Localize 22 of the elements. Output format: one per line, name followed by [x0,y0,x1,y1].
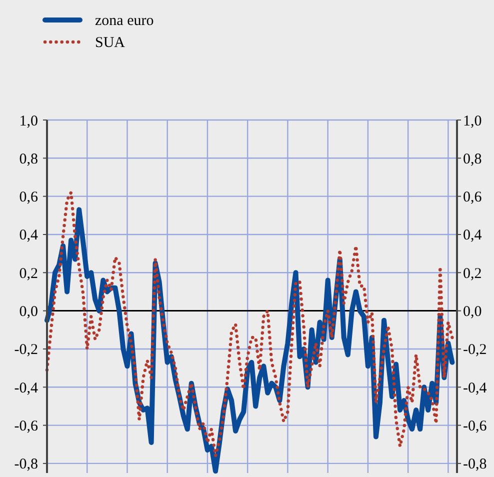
y2-tick-label: -0,4 [463,380,488,396]
y2-tick-label: 0,4 [463,228,482,244]
y-tick-label: -0,8 [14,456,38,473]
y2-tick-label: 1,0 [463,113,482,130]
y-tick-label: -0,4 [14,380,38,396]
y-tick-label: 1,0 [19,113,38,130]
y2-tick-label: 0,2 [463,266,482,282]
y2-tick-label: 0,6 [463,190,482,206]
y-tick-label: -0,2 [14,342,38,358]
y-tick-label: 0,6 [19,190,38,206]
y-tick-label: -0,6 [14,418,38,435]
y2-tick-label: 0,0 [463,304,482,320]
y-tick-label: 0,8 [19,151,38,168]
legend-label: SUA [95,35,126,51]
y2-tick-label: 0,8 [463,151,482,168]
y2-tick-label: -0,6 [463,418,488,435]
y2-tick-label: -0,8 [463,456,487,473]
y2-tick-label: -0,2 [463,342,487,358]
y-tick-label: 0,0 [19,304,38,320]
legend-label: zona euro [95,13,154,29]
y-tick-label: 0,4 [19,228,38,244]
y-tick-label: 0,2 [19,266,38,282]
